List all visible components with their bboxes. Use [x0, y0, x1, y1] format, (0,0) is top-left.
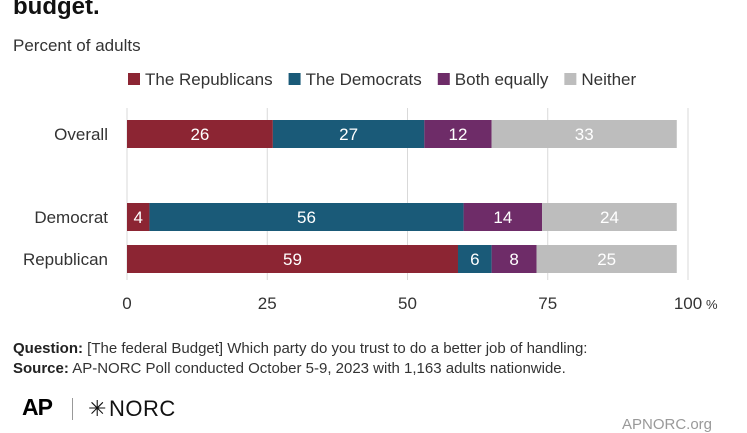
- legend-label: The Democrats: [306, 70, 422, 89]
- x-tick-label: 50: [398, 294, 417, 313]
- legend-label: The Republicans: [145, 70, 273, 89]
- legend-label: Both equally: [455, 70, 549, 89]
- bar-segment: [542, 203, 677, 231]
- data-label: 25: [597, 250, 616, 269]
- bar-segment: [491, 245, 537, 273]
- data-label: 12: [449, 125, 468, 144]
- source-text: AP-NORC Poll conducted October 5-9, 2023…: [72, 360, 566, 377]
- bar-segment: [127, 245, 458, 273]
- bar-segment: [272, 120, 425, 148]
- bar-segment: [457, 245, 492, 273]
- bar-segment: [149, 203, 464, 231]
- data-label: 6: [470, 250, 479, 269]
- data-label: 4: [133, 208, 142, 227]
- source-note: Source: AP-NORC Poll conducted October 5…: [13, 360, 566, 377]
- stacked-bar-chart: The Republicans The Democrats Both equally…: [23, 70, 718, 313]
- category-label: Overall: [54, 125, 108, 144]
- x-tick-label: 25: [258, 294, 277, 313]
- category-label: Democrat: [34, 208, 108, 227]
- data-label: 26: [190, 125, 209, 144]
- data-label: 24: [600, 208, 619, 227]
- legend-swatch: [128, 73, 140, 85]
- source-label: Source:: [13, 360, 69, 377]
- question-label: Question:: [13, 340, 83, 357]
- norc-star-icon: ✳: [88, 396, 107, 421]
- norc-logo-text: NORC: [108, 396, 176, 421]
- legend-swatch: [437, 73, 450, 85]
- chart-title: budget.: [13, 0, 100, 20]
- question-text: [The federal Budget] Which party do you …: [87, 340, 588, 357]
- chart-subtitle: Percent of adults: [13, 36, 141, 55]
- x-tick-unit: %: [706, 297, 718, 312]
- x-tick-label: 0: [122, 294, 131, 313]
- data-label: 14: [493, 208, 512, 227]
- data-label: 56: [297, 208, 316, 227]
- bar-segment: [424, 120, 492, 148]
- bar-segment: [463, 203, 543, 231]
- legend-swatch: [564, 73, 577, 85]
- ap-logo: AP: [22, 394, 53, 420]
- data-label: 59: [283, 250, 302, 269]
- x-tick-label: 100: [674, 294, 702, 313]
- bar-segment: [127, 120, 273, 148]
- data-label: 8: [509, 250, 518, 269]
- website-link[interactable]: APNORC.org: [622, 416, 713, 433]
- logo-divider: [72, 398, 73, 420]
- data-label: 33: [575, 125, 594, 144]
- data-label: 27: [339, 125, 358, 144]
- norc-logo: ✳NORC: [88, 396, 176, 422]
- legend-swatch: [288, 73, 301, 85]
- question-note: Question: [The federal Budget] Which par…: [13, 340, 587, 357]
- legend-label: Neither: [581, 70, 636, 89]
- x-tick-label: 75: [538, 294, 557, 313]
- category-label: Republican: [23, 250, 108, 269]
- bar-segment: [491, 120, 677, 148]
- bar-segment: [127, 203, 150, 231]
- bar-segment: [536, 245, 677, 273]
